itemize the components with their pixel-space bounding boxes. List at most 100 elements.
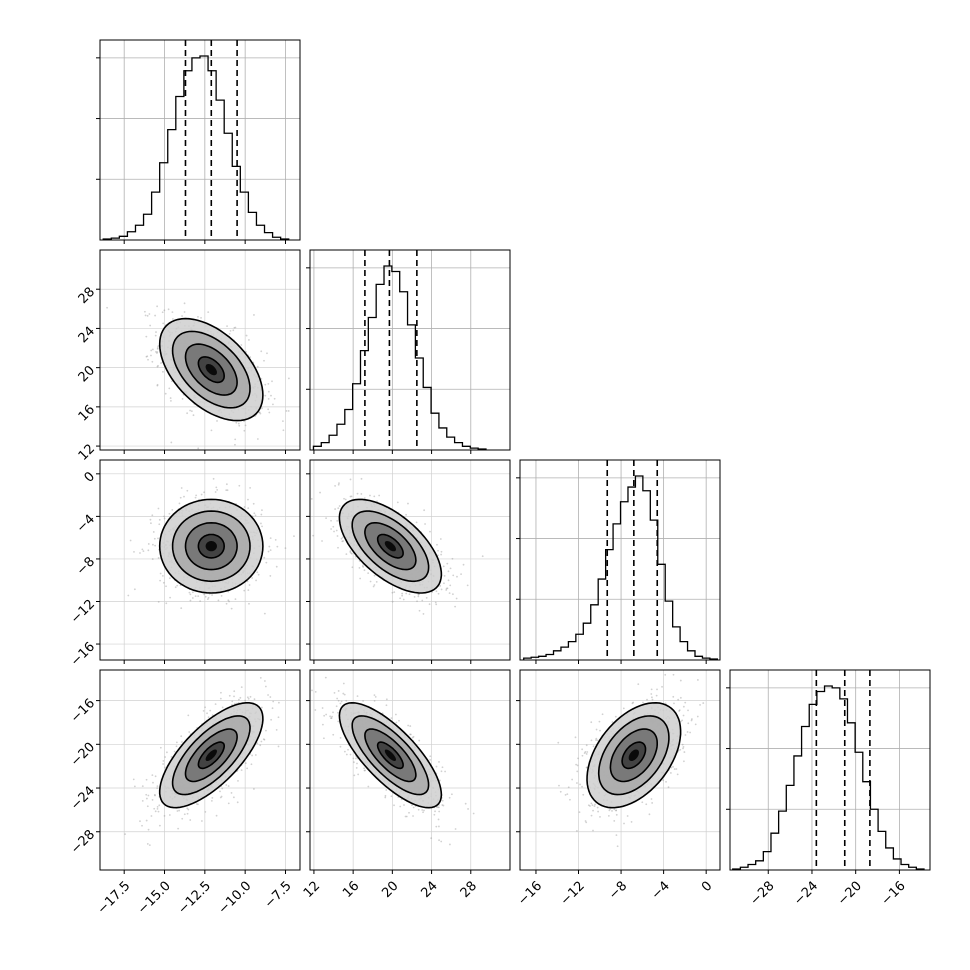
sample-point	[454, 828, 457, 830]
sample-point	[169, 596, 172, 599]
sample-point	[329, 715, 332, 718]
sample-point	[254, 754, 257, 756]
sample-point	[147, 794, 150, 797]
sample-point	[202, 709, 205, 712]
contour-line	[197, 356, 226, 384]
sample-point	[272, 403, 274, 406]
sample-point	[188, 731, 191, 733]
sample-point	[271, 380, 273, 383]
sample-point	[340, 537, 343, 540]
sample-point	[151, 799, 154, 801]
sample-point	[162, 370, 164, 373]
sample-point	[337, 546, 339, 549]
sample-point	[251, 754, 253, 757]
sample-point	[106, 306, 108, 309]
sample-point	[421, 809, 424, 811]
sample-point	[159, 572, 162, 575]
sample-point	[339, 736, 342, 739]
sample-point	[256, 365, 259, 368]
sample-point	[270, 718, 273, 721]
sample-point	[189, 409, 191, 412]
sample-point	[446, 587, 449, 590]
sample-point	[466, 584, 469, 587]
sample-point	[310, 497, 313, 500]
sample-point	[227, 802, 230, 805]
sample-point	[339, 702, 342, 705]
sample-point	[163, 515, 166, 518]
sample-point	[395, 721, 398, 724]
sample-point	[239, 696, 242, 699]
sample-point	[398, 719, 400, 722]
sample-point	[164, 392, 167, 395]
sample-point	[240, 769, 243, 772]
sample-point	[345, 553, 348, 556]
sample-point	[438, 825, 440, 828]
sample-point	[127, 594, 130, 597]
sample-point	[433, 813, 436, 816]
sample-point	[401, 592, 404, 595]
sample-point	[178, 809, 181, 812]
sample-point	[272, 700, 275, 703]
sample-point	[249, 356, 252, 358]
sample-point	[339, 745, 342, 748]
sample-point	[385, 698, 388, 701]
sample-point	[156, 351, 159, 353]
sample-point	[263, 612, 266, 615]
sample-point	[408, 811, 410, 814]
sample-point	[153, 807, 156, 810]
sample-point	[219, 796, 222, 799]
sample-point	[261, 407, 263, 410]
sample-point	[595, 728, 598, 731]
sample-point	[234, 598, 237, 600]
sample-point	[451, 557, 454, 560]
sample-point	[168, 387, 171, 390]
sample-point	[374, 695, 377, 698]
sample-point	[155, 331, 157, 333]
contour-line	[171, 510, 251, 583]
sample-point	[170, 756, 173, 758]
sample-point	[162, 763, 164, 765]
sample-point	[247, 498, 249, 501]
sample-point	[124, 833, 127, 836]
sample-point	[253, 698, 256, 701]
sample-point	[178, 502, 181, 505]
sample-point	[429, 530, 431, 533]
sample-point	[353, 774, 356, 777]
sample-point	[384, 796, 387, 799]
sample-point	[156, 347, 159, 349]
sample-point	[154, 775, 157, 778]
sample-point	[158, 804, 161, 807]
sample-point	[156, 807, 159, 810]
density-fill	[384, 749, 396, 761]
sample-point	[268, 545, 271, 548]
sample-point	[399, 805, 402, 808]
sample-point	[417, 595, 420, 598]
sample-point	[258, 411, 261, 414]
sample-point	[341, 536, 344, 539]
sample-point	[440, 770, 443, 773]
sample-point	[225, 483, 228, 486]
sample-point	[206, 598, 209, 601]
sample-point	[225, 602, 228, 605]
sample-point	[187, 808, 190, 811]
sample-point	[335, 529, 338, 532]
panel-frame	[309, 669, 511, 871]
sample-point	[311, 689, 313, 692]
sample-point	[336, 519, 339, 522]
density-fill	[384, 541, 396, 552]
sample-point	[152, 781, 154, 784]
sample-point	[162, 581, 165, 584]
sample-point	[391, 600, 394, 603]
sample-point	[592, 829, 594, 832]
sample-point	[401, 594, 404, 597]
sample-point	[264, 394, 267, 397]
sample-point	[413, 595, 416, 598]
sample-point	[322, 737, 325, 740]
sample-point	[129, 539, 132, 542]
sample-point	[154, 334, 157, 337]
sample-point	[269, 549, 272, 552]
density-fill	[205, 541, 217, 552]
sample-point	[256, 438, 259, 440]
sample-point	[151, 558, 154, 560]
sample-point	[349, 478, 352, 481]
